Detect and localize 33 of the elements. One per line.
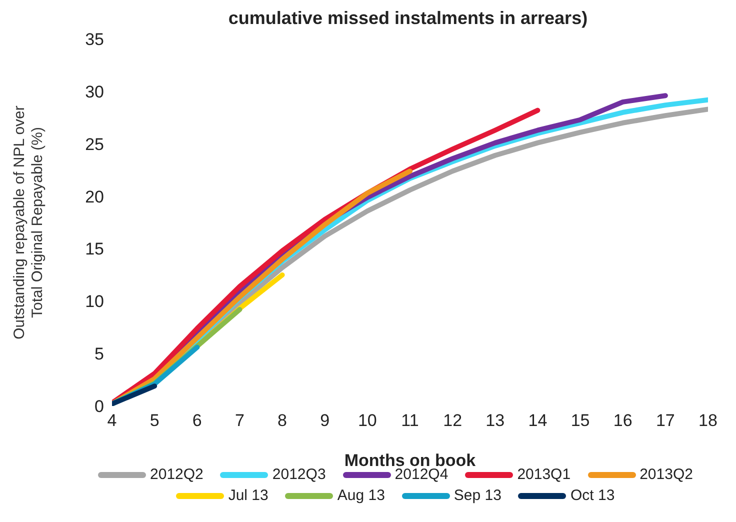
x-tick-label: 12	[443, 411, 462, 430]
x-tick-label: 6	[192, 411, 202, 430]
x-tick-label: 14	[528, 411, 548, 430]
legend-label: Sep 13	[452, 487, 502, 504]
legend-label: 2013Q1	[517, 466, 571, 483]
y-tick-label: 0	[94, 397, 104, 416]
x-tick-label: 10	[358, 411, 377, 430]
x-tick-label: 7	[234, 411, 244, 430]
y-axis-title: Outstanding repayable of NPL over Total Original Repayable (%)	[11, 106, 46, 340]
legend-label: 2012Q3	[271, 466, 326, 483]
x-tick-label: 13	[486, 411, 505, 430]
x-tick-label: 17	[656, 411, 675, 430]
x-tick-label: 5	[150, 411, 160, 430]
y-tick-label: 30	[85, 82, 104, 102]
chart-title: cumulative missed instalments in arrears)	[227, 8, 589, 29]
x-tick-label: 4	[107, 411, 117, 430]
x-tick-label: 16	[613, 411, 632, 430]
y-tick-label: 15	[85, 240, 104, 259]
y-tick-label: 25	[85, 134, 104, 154]
y-tick-label: 10	[85, 292, 104, 312]
legend-label: Oct 13	[569, 487, 615, 504]
x-tick-label: 15	[570, 411, 590, 430]
legend-label: 2013Q2	[638, 466, 693, 483]
x-tick-label: 9	[320, 411, 330, 430]
legend-label: 2012Q2	[149, 466, 204, 483]
x-tick-label: 18	[698, 411, 718, 430]
x-tick-label: 8	[278, 411, 288, 430]
legend-label: Aug 13	[336, 487, 385, 504]
x-tick-label: 11	[401, 411, 419, 430]
y-tick-label: 5	[94, 344, 104, 364]
y-tick-label: 35	[85, 30, 104, 50]
legend-label: Jul 13	[227, 487, 268, 504]
y-tick-label: 20	[85, 187, 104, 206]
